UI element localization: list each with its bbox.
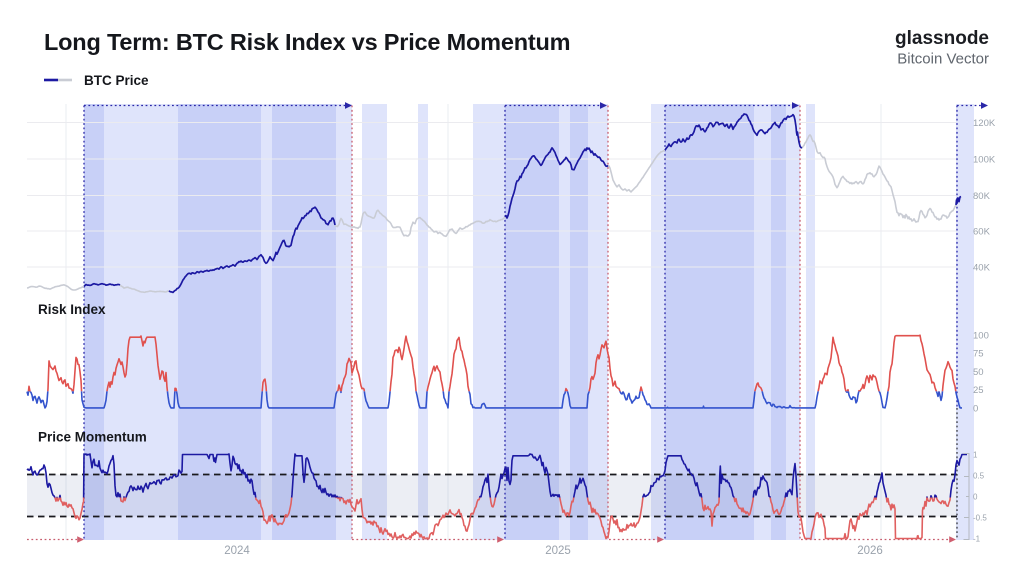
- svg-text:0: 0: [973, 492, 978, 501]
- svg-text:2024: 2024: [224, 545, 250, 557]
- svg-text:-0.5: -0.5: [973, 513, 987, 522]
- svg-text:BTC Price: BTC Price: [84, 73, 149, 88]
- svg-text:60K: 60K: [973, 226, 991, 237]
- svg-text:100: 100: [973, 330, 989, 341]
- svg-text:120K: 120K: [973, 118, 996, 129]
- svg-text:Price Momentum: Price Momentum: [38, 430, 147, 445]
- svg-text:glassnode: glassnode: [895, 28, 989, 49]
- svg-text:40K: 40K: [973, 262, 991, 273]
- svg-text:0.5: 0.5: [973, 471, 985, 480]
- svg-text:Bitcoin Vector: Bitcoin Vector: [897, 51, 989, 68]
- svg-text:Risk Index: Risk Index: [38, 302, 106, 317]
- svg-text:-1: -1: [973, 534, 981, 543]
- svg-text:50: 50: [973, 367, 984, 378]
- svg-text:2026: 2026: [857, 545, 883, 557]
- svg-text:2025: 2025: [545, 545, 571, 557]
- svg-text:1: 1: [973, 450, 978, 459]
- svg-text:75: 75: [973, 349, 984, 360]
- svg-text:25: 25: [973, 385, 984, 396]
- svg-text:0: 0: [973, 403, 978, 414]
- svg-text:80K: 80K: [973, 191, 991, 202]
- svg-text:100K: 100K: [973, 154, 996, 165]
- svg-text:Long Term: BTC Risk Index vs P: Long Term: BTC Risk Index vs Price Momen…: [44, 29, 570, 55]
